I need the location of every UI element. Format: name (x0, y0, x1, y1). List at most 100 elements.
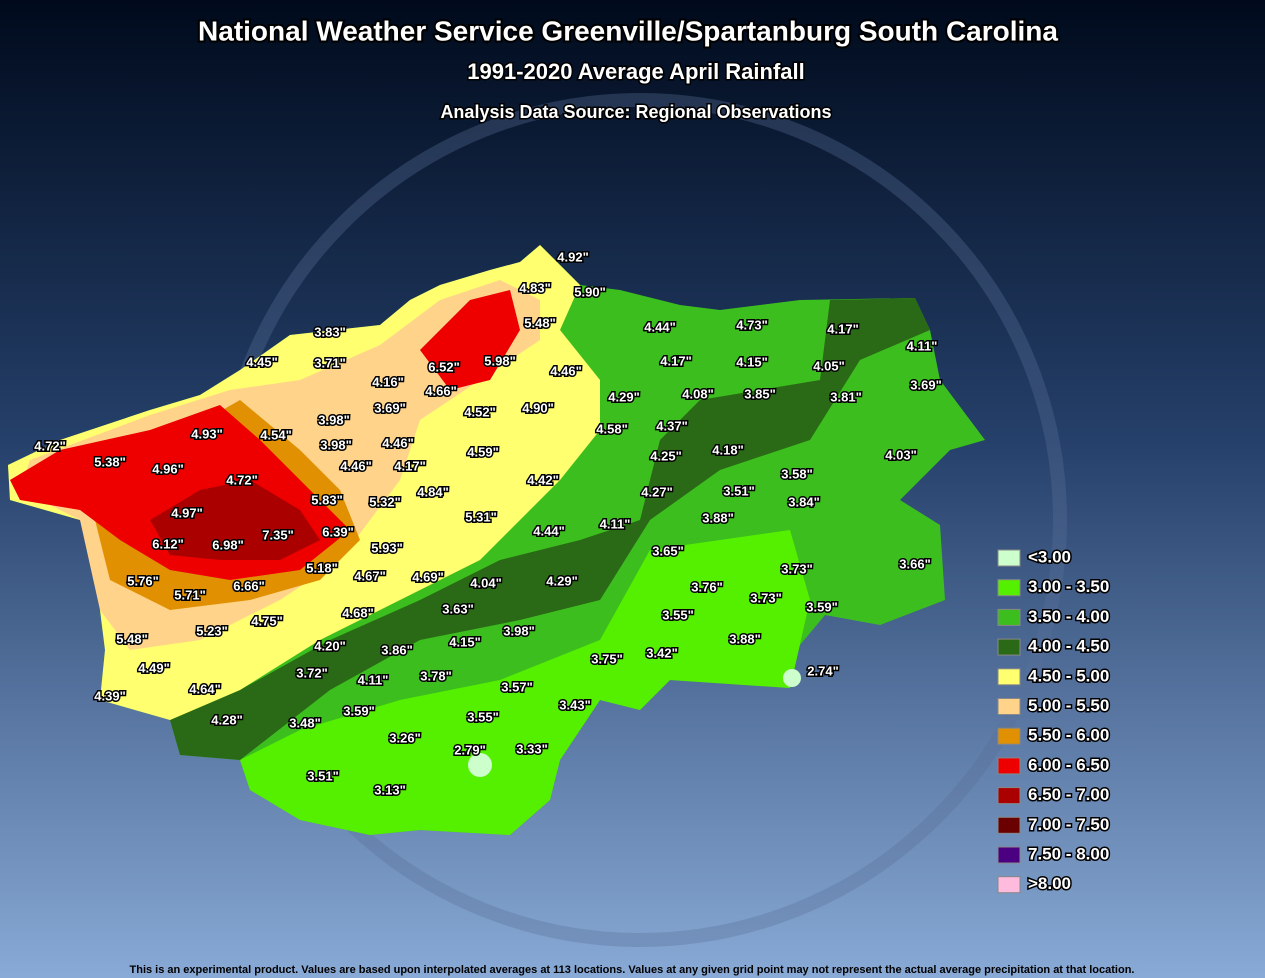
station-label: 4.72" (34, 438, 65, 453)
station-label: 4.97" (171, 505, 202, 520)
region-dark (170, 298, 930, 760)
station-label: 5.48" (116, 631, 147, 646)
legend-label: 4.50 - 5.00 (1028, 666, 1109, 685)
station-label: 4.05" (813, 358, 844, 373)
station-label: 4.96" (152, 461, 183, 476)
station-label: 3.42" (646, 645, 677, 660)
station-label: 4.17" (660, 353, 691, 368)
station-label: 4.11" (358, 672, 389, 687)
station-label: 4.37" (656, 418, 687, 433)
station-label: 3.88" (729, 631, 760, 646)
legend-label: >8.00 (1028, 874, 1071, 893)
station-label: 3.75" (591, 651, 622, 666)
station-label: 4.72" (226, 472, 257, 487)
station-label: 4.46" (382, 435, 413, 450)
station-label: 5.32" (369, 494, 400, 509)
station-label: 4.39" (94, 688, 125, 703)
legend-swatch (997, 787, 1021, 805)
station-label: 6.52" (428, 359, 459, 374)
station-label: 6.39" (322, 524, 353, 539)
subtitle: 1991-2020 Average April Rainfall (467, 59, 805, 84)
station-label: 4.25" (650, 448, 681, 463)
station-label: 3.55" (467, 709, 498, 724)
station-label: 5.38" (94, 454, 125, 469)
region-pale (468, 753, 492, 777)
station-label: 5.93" (371, 540, 402, 555)
legend-swatch (997, 638, 1021, 656)
legend-swatch (997, 549, 1021, 567)
station-label: 5.23" (196, 623, 227, 638)
station-label: 3.73" (781, 561, 812, 576)
station-label: 4.75" (251, 613, 282, 628)
station-label: 3.48" (289, 715, 320, 730)
station-label: 5.90" (574, 284, 605, 299)
station-label: 4.46" (340, 458, 371, 473)
station-label: 4.44" (644, 319, 675, 334)
station-label: 4.29" (608, 389, 639, 404)
station-label: 4.69" (412, 569, 443, 584)
legend-swatch (997, 698, 1021, 715)
station-label: 3.83" (314, 324, 345, 339)
station-label: 7.35" (262, 527, 293, 542)
legend-label: 5.00 - 5.50 (1028, 696, 1109, 715)
station-label: 4.45" (246, 354, 277, 369)
station-label: 3.98" (320, 437, 351, 452)
station-label: 2.74" (807, 663, 838, 678)
station-label: 3.55" (662, 607, 693, 622)
station-label: 4.59" (467, 444, 498, 459)
station-label: 4.73" (736, 317, 767, 332)
station-label: 3.43" (559, 697, 590, 712)
station-label: 3.73" (750, 590, 781, 605)
legend-label: 3.00 - 3.50 (1028, 577, 1109, 596)
legend-label: 7.00 - 7.50 (1028, 815, 1109, 834)
map-regions (8, 245, 985, 835)
legend-swatch (997, 757, 1021, 775)
station-label: 4.17" (827, 321, 858, 336)
station-label: 4.28" (211, 712, 242, 727)
station-label: 3.33" (516, 741, 547, 756)
station-label: 3.98" (318, 412, 349, 427)
station-label: 3.98" (503, 623, 534, 638)
station-label: 4.67" (354, 568, 385, 583)
station-label: 4.18" (712, 442, 743, 457)
station-label: 2.79" (454, 742, 485, 757)
station-label: 4.08" (682, 386, 713, 401)
station-label: 4.15" (449, 634, 480, 649)
station-label: 5.76" (127, 573, 158, 588)
station-label: 4.58" (596, 421, 627, 436)
station-label: 6.98" (212, 537, 243, 552)
station-label: 3.59" (806, 599, 837, 614)
station-label: 4.20" (314, 638, 345, 653)
station-label: 4.44" (533, 523, 564, 538)
station-label: 6.12" (152, 536, 183, 551)
station-label: 3.66" (899, 556, 930, 571)
station-label: 4.27" (641, 484, 672, 499)
station-label: 4.03" (885, 447, 916, 462)
station-label: 4.64" (189, 681, 220, 696)
station-label: 3.69" (910, 377, 941, 392)
station-label: 3.65" (652, 543, 683, 558)
legend-swatch (997, 846, 1021, 864)
station-label: 4.52" (464, 404, 495, 419)
station-label: 4.46" (550, 363, 581, 378)
station-label: 4.42" (527, 472, 558, 487)
station-label: 3.58" (781, 466, 812, 481)
station-label: 6.66" (233, 578, 264, 593)
station-label: 5.48" (524, 315, 555, 330)
station-label: 5.31" (465, 509, 496, 524)
station-label: 3.63" (442, 601, 473, 616)
legend-swatch (997, 876, 1021, 894)
station-label: 3.78" (420, 668, 451, 683)
station-label: 4.29" (546, 573, 577, 588)
legend-swatch (997, 668, 1021, 686)
station-label: 3.88" (702, 510, 733, 525)
station-label: 4.11" (600, 516, 631, 531)
source: Analysis Data Source: Regional Observati… (440, 102, 831, 122)
station-label: 3.76" (691, 579, 722, 594)
station-label: 3.72" (296, 665, 327, 680)
station-label: 3.71" (314, 355, 345, 370)
legend-label: 5.50 - 6.00 (1028, 726, 1109, 745)
region-pale (783, 669, 801, 687)
